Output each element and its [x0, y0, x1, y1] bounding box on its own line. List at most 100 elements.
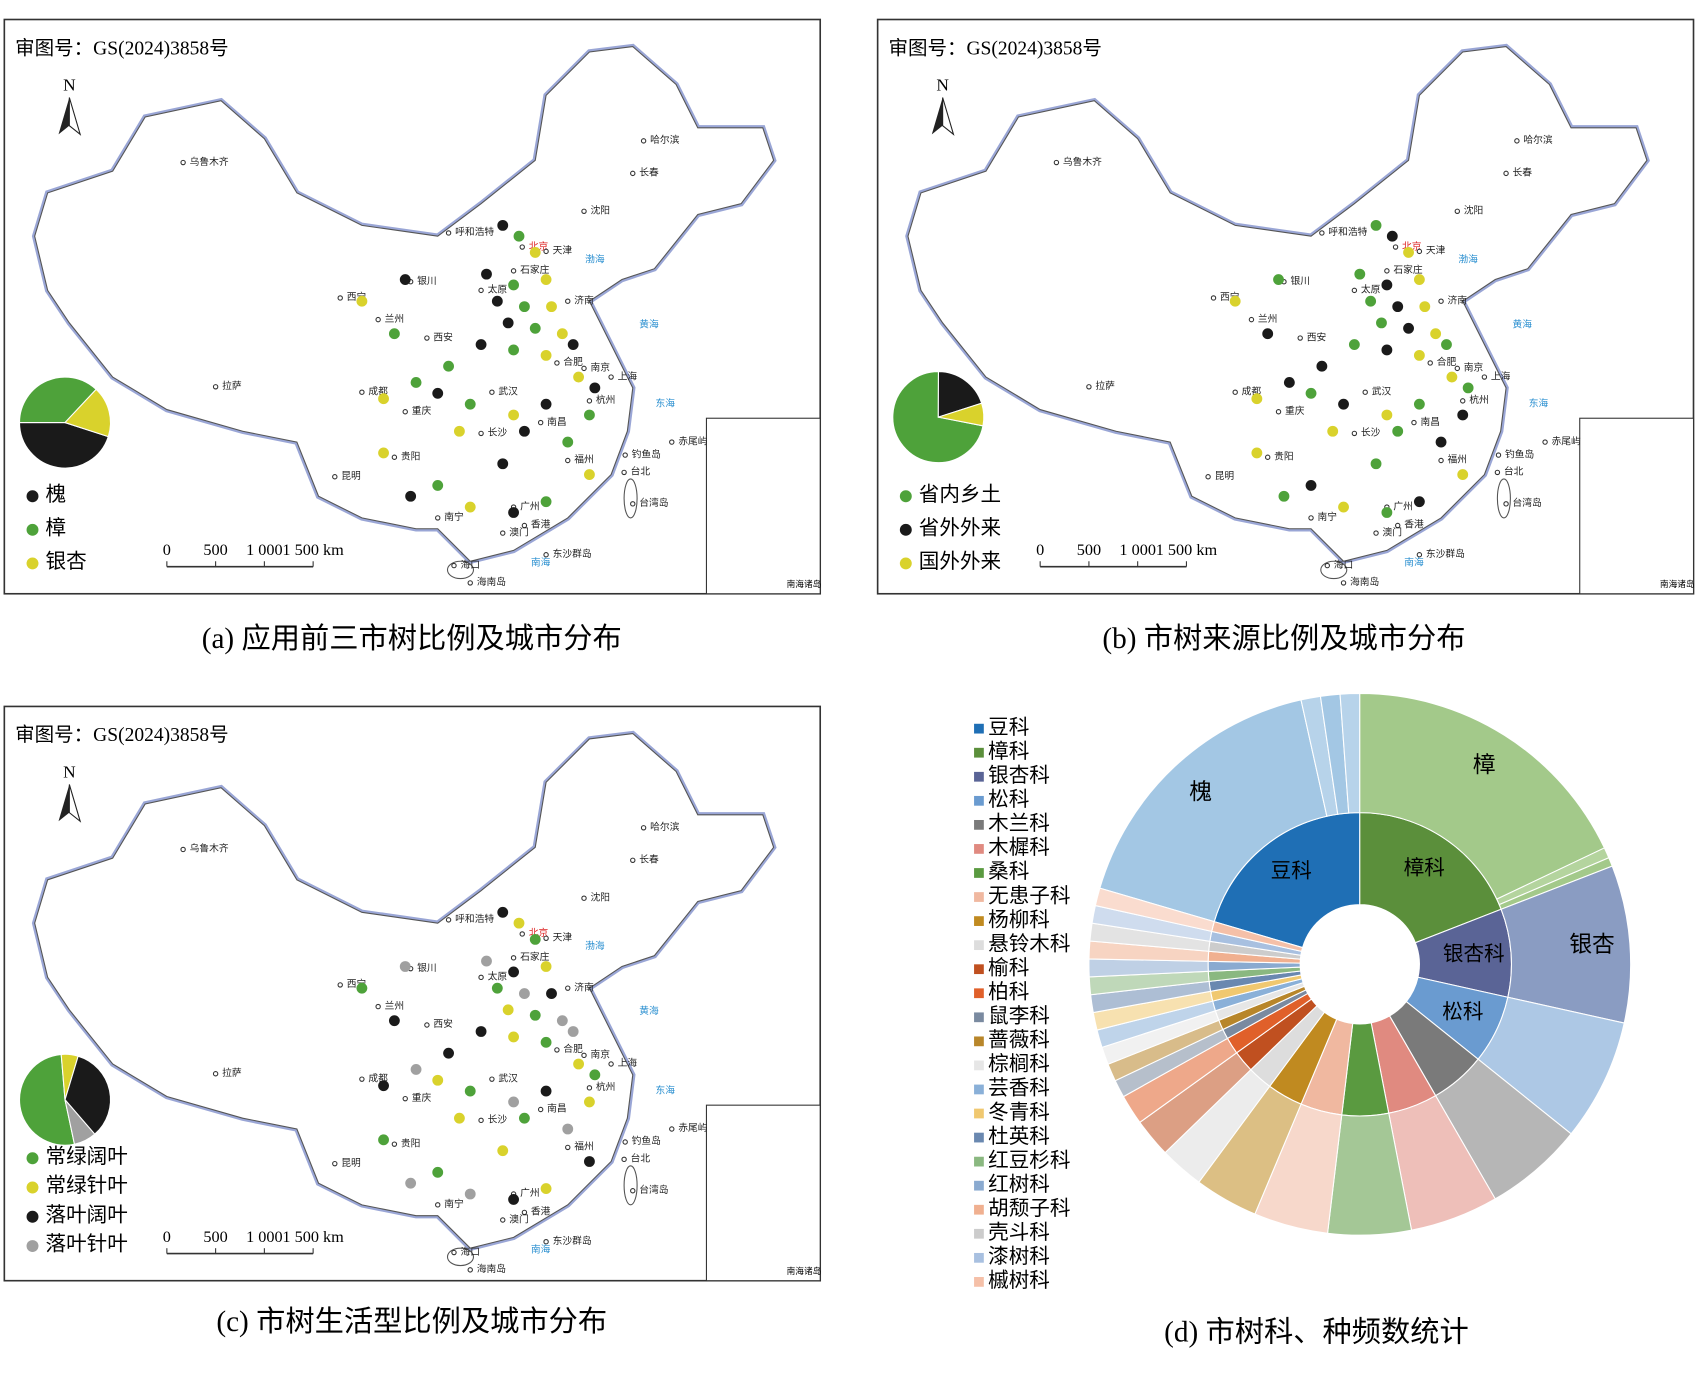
north-arrow-half [942, 97, 955, 136]
legend-swatch [974, 1252, 984, 1263]
legend-swatch [26, 1181, 39, 1194]
city-marker [332, 474, 338, 480]
legend-swatch [974, 940, 984, 951]
legend-label: 蔷薇科 [988, 1029, 1050, 1052]
city-label: 台湾岛 [1513, 496, 1542, 509]
city-label: 兰州 [385, 999, 404, 1012]
city-dot [540, 496, 552, 508]
city-dot [1430, 328, 1442, 340]
city-marker [1427, 360, 1433, 366]
city-marker [621, 469, 627, 476]
city-label: 广州 [520, 500, 540, 512]
city-marker [1416, 248, 1423, 255]
city-dot [1354, 268, 1366, 280]
map-panel: 南海诸岛审图号：GS(2024)3858号N乌鲁木齐哈尔滨长春沈阳呼和浩特北京天… [876, 18, 1695, 595]
city-dot [508, 507, 519, 518]
legend-label: 落叶阔叶 [46, 1203, 128, 1226]
legend-swatch [26, 557, 39, 570]
city-marker [519, 931, 525, 937]
city-dot [562, 1123, 574, 1135]
city-marker [608, 1061, 614, 1067]
sea-label: 东海 [1529, 396, 1549, 409]
city-marker [1275, 409, 1282, 415]
city-dot [529, 247, 541, 258]
city-dot [562, 436, 574, 448]
city-label: 昆明 [341, 470, 361, 482]
city-label: 乌鲁木齐 [190, 842, 229, 855]
city-marker [1392, 244, 1399, 250]
city-dot [589, 1069, 601, 1081]
legend-swatch [974, 1012, 984, 1023]
city-dot [1413, 496, 1425, 508]
city-dot [1419, 301, 1431, 313]
review-number: 审图号：GS(2024)3858号 [888, 37, 1101, 59]
scale-label: 0 [1036, 541, 1044, 559]
city-label: 合肥 [563, 355, 583, 368]
legend-label: 常绿针叶 [46, 1174, 128, 1197]
pie-slice [937, 371, 983, 418]
city-dot [443, 360, 454, 372]
city-dot [502, 317, 514, 329]
city-dot [1392, 301, 1404, 313]
city-dot [497, 1145, 509, 1157]
city-label: 福州 [574, 1140, 594, 1153]
caption: (a) 应用前三市树比例及城市分布 [202, 622, 622, 655]
city-label: 东沙群岛 [1426, 547, 1465, 560]
city-dot [518, 301, 530, 313]
city-dot [1462, 382, 1474, 394]
city-dot [1381, 344, 1393, 356]
city-dot [567, 339, 579, 350]
city-dot [388, 328, 400, 340]
city-dot [540, 1085, 552, 1097]
species-label: 槐 [1189, 779, 1212, 804]
city-label: 合肥 [563, 1042, 583, 1055]
city-dot [1386, 230, 1398, 242]
city-marker [1411, 419, 1417, 426]
city-marker [630, 501, 636, 507]
city-dot [464, 1085, 476, 1097]
city-marker [451, 562, 457, 569]
legend-label: 常绿阔叶 [46, 1145, 128, 1168]
city-dot [518, 988, 530, 999]
city-label: 昆明 [1215, 470, 1235, 482]
north-arrow [931, 97, 943, 135]
city-dot [1273, 274, 1284, 285]
city-label: 海口 [1334, 558, 1353, 571]
city-label: 昆明 [341, 1157, 361, 1169]
legend-swatch [974, 1084, 984, 1095]
pie-slice [938, 402, 985, 427]
sea-label: 南海 [1404, 556, 1424, 569]
city-dot [1381, 409, 1393, 421]
legend-label: 壳斗科 [988, 1221, 1050, 1244]
city-label: 广州 [1393, 500, 1413, 512]
city-marker [640, 825, 647, 831]
city-marker [1438, 298, 1444, 304]
city-label: 重庆 [1285, 404, 1305, 417]
city-label: 赤尾屿 [1552, 435, 1581, 447]
city-label: 长沙 [488, 427, 508, 439]
taiwan [623, 478, 638, 519]
city-label: 南京 [591, 1048, 611, 1061]
city-marker [510, 955, 517, 961]
sea-label: 东海 [656, 396, 676, 409]
city-label: 上海 [618, 1056, 638, 1069]
legend-label: 杜英科 [988, 1125, 1050, 1148]
city-dot [399, 961, 411, 972]
city-label: 贵阳 [401, 1136, 420, 1149]
city-dot [540, 274, 552, 285]
city-label: 济南 [574, 980, 594, 993]
city-dot [1413, 398, 1425, 410]
inset-label: 南海诸岛 [787, 578, 822, 589]
city-label: 兰州 [385, 312, 404, 325]
city-marker [1210, 295, 1217, 301]
city-dot [432, 387, 444, 399]
taiwan [1496, 478, 1511, 519]
city-marker [586, 398, 593, 404]
city-dot [1457, 409, 1469, 421]
city-dot [1327, 425, 1339, 437]
city-dot [508, 1031, 519, 1043]
city-label: 拉萨 [222, 1066, 242, 1079]
city-marker [565, 1144, 571, 1151]
legend-label: 木兰科 [988, 812, 1050, 835]
